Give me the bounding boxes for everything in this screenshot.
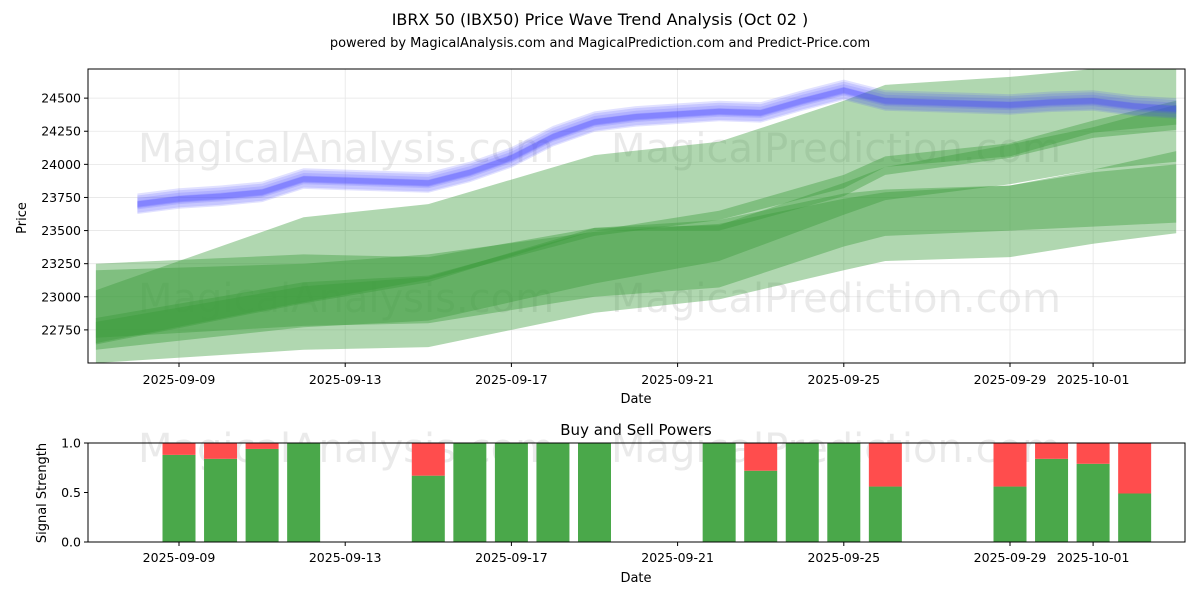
main-y-tick-label: 23750 xyxy=(41,190,81,205)
watermark-right-top: MagicalPrediction.com xyxy=(611,126,1061,172)
main-y-tick-label: 23500 xyxy=(41,223,81,238)
sell-bar xyxy=(245,443,279,449)
sell-bar xyxy=(1118,443,1152,494)
main-y-ticks: 22750 23000 23250 23500 23750 24000 24250 24500 xyxy=(41,91,88,337)
blue-band-4 xyxy=(137,84,1177,208)
buy-bar xyxy=(287,443,321,542)
sell-bar xyxy=(993,443,1027,487)
buy-bar xyxy=(827,443,861,542)
main-y-tick-label: 24250 xyxy=(41,124,81,139)
power-x-tick-label: 2025-09-21 xyxy=(641,550,714,565)
sell-bar xyxy=(744,443,778,471)
power-y-ticks: 0.0 0.5 1.0 xyxy=(61,436,88,550)
main-x-tick-label: 2025-10-01 xyxy=(1057,372,1130,387)
blue-bands xyxy=(137,79,1177,214)
green-bands xyxy=(95,69,1177,363)
watermark-left-bottom: MagicalAnalysis.com xyxy=(138,276,554,322)
sell-bar xyxy=(1035,443,1069,459)
sell-bar xyxy=(204,443,238,459)
power-y-label: Signal Strength xyxy=(35,443,50,543)
power-x-label: Date xyxy=(620,571,651,586)
power-title: Buy and Sell Powers xyxy=(560,421,712,439)
main-plot: MagicalAnalysis.com MagicalPrediction.co… xyxy=(15,68,1186,407)
blue-band-6 xyxy=(137,87,1177,207)
buy-bar xyxy=(1118,493,1152,542)
blue-band-5 xyxy=(137,87,1177,210)
green-band-1 xyxy=(95,69,1177,350)
power-bars xyxy=(162,443,1152,542)
buy-bar xyxy=(536,443,570,542)
buy-bar xyxy=(993,486,1027,542)
buy-bar xyxy=(1076,463,1110,542)
buy-bar xyxy=(494,443,528,542)
green-band-5 xyxy=(95,104,1177,345)
buy-bar xyxy=(204,458,238,542)
buy-bar xyxy=(411,475,445,542)
buy-bar xyxy=(744,470,778,542)
main-y-tick-label: 23000 xyxy=(41,289,81,304)
power-x-tick-label: 2025-09-29 xyxy=(974,550,1047,565)
chart-title: IBRX 50 (IBX50) Price Wave Trend Analysi… xyxy=(392,10,809,29)
green-band-4 xyxy=(95,100,1177,344)
power-y-tick-label: 0.5 xyxy=(61,485,81,500)
blue-band-3 xyxy=(137,86,1177,214)
main-y-tick-label: 24000 xyxy=(41,157,81,172)
watermark-left-top: MagicalAnalysis.com xyxy=(138,126,554,172)
main-x-tick-label: 2025-09-25 xyxy=(807,372,880,387)
main-grid xyxy=(88,69,1185,363)
blue-band-2 xyxy=(137,79,1177,209)
power-x-tick-label: 2025-09-25 xyxy=(807,550,880,565)
buy-bar xyxy=(162,454,196,542)
main-x-label: Date xyxy=(620,392,651,407)
buy-bar xyxy=(868,486,902,542)
power-y-tick-label: 1.0 xyxy=(61,436,81,451)
watermark-power-left: MagicalAnalysis.com xyxy=(138,426,554,472)
buy-bar xyxy=(245,448,279,542)
main-plot-background xyxy=(88,69,1185,363)
sell-bar xyxy=(868,443,902,487)
main-x-tick-label: 2025-09-29 xyxy=(974,372,1047,387)
blue-band-1 xyxy=(137,81,1177,213)
power-y-tick-label: 0.0 xyxy=(61,535,81,550)
main-watermarks: MagicalAnalysis.com MagicalPrediction.co… xyxy=(138,126,1061,322)
buy-bar xyxy=(453,443,487,542)
main-x-tick-label: 2025-09-09 xyxy=(143,372,216,387)
main-x-tick-label: 2025-09-21 xyxy=(641,372,714,387)
buy-bar xyxy=(785,443,819,542)
sell-bar xyxy=(1076,443,1110,464)
power-plot: Buy and Sell Powers MagicalAnalysis.com … xyxy=(35,421,1186,586)
watermark-right-bottom: MagicalPrediction.com xyxy=(611,276,1061,322)
buy-bar xyxy=(1035,458,1069,542)
green-band-3 xyxy=(95,151,1177,363)
buy-bar xyxy=(578,443,611,542)
main-y-label: Price xyxy=(15,202,30,234)
main-x-tick-label: 2025-09-17 xyxy=(475,372,548,387)
main-y-tick-label: 24500 xyxy=(41,91,81,106)
main-x-ticks: 2025-09-09 2025-09-13 2025-09-17 2025-09-21… xyxy=(143,363,1130,387)
main-y-tick-label: 22750 xyxy=(41,322,81,337)
power-x-tick-label: 2025-09-09 xyxy=(143,550,216,565)
chart-subtitle: powered by MagicalAnalysis.com and Magic… xyxy=(330,36,870,51)
sell-bar xyxy=(411,443,445,476)
power-x-tick-label: 2025-09-13 xyxy=(309,550,382,565)
power-x-ticks: 2025-09-09 2025-09-13 2025-09-17 2025-09-21… xyxy=(143,542,1130,565)
power-x-tick-label: 2025-09-17 xyxy=(475,550,548,565)
main-plot-frame xyxy=(87,68,1186,364)
main-y-tick-label: 23250 xyxy=(41,256,81,271)
buy-bar xyxy=(702,443,736,542)
green-band-2 xyxy=(95,164,1177,338)
main-x-tick-label: 2025-09-13 xyxy=(309,372,382,387)
power-x-tick-label: 2025-10-01 xyxy=(1057,550,1130,565)
sell-bar xyxy=(162,443,196,455)
